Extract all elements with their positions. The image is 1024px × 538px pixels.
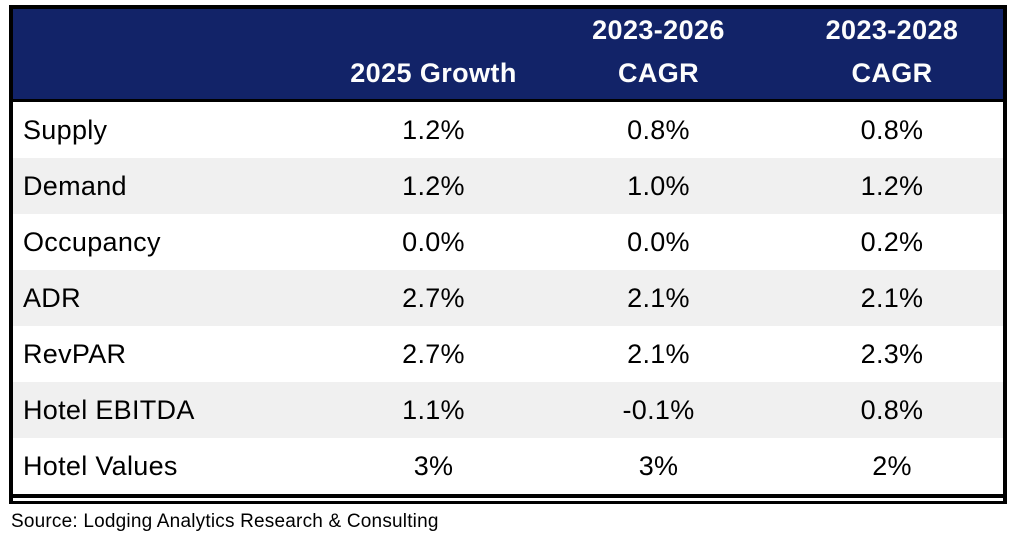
value-2023-2026-cagr: 0.0%: [627, 226, 690, 257]
row-label: Demand: [23, 170, 127, 201]
value-2023-2026-cagr: 2.1%: [627, 282, 690, 313]
header-2023-2026-line1: 2023-2026: [592, 15, 725, 45]
value-2025-growth: 3%: [413, 450, 454, 481]
value-2025-growth: 1.1%: [402, 394, 465, 425]
header-cell-2023-2026-cagr: 2023-2026 CAGR: [536, 9, 781, 101]
value-2023-2028-cagr: 0.2%: [860, 226, 924, 257]
header-cell-empty: [13, 9, 331, 101]
header-2023-2028-line2: CAGR: [851, 58, 933, 89]
table-row-revpar: RevPAR 2.7% 2.1% 2.3%: [13, 326, 1003, 382]
value-2023-2026-cagr: 0.8%: [627, 114, 690, 145]
table-row-demand: Demand 1.2% 1.0% 1.2%: [13, 158, 1003, 214]
table-header-row: 2025 Growth 2023-2026 CAGR 2023-2028 CAG…: [13, 9, 1003, 102]
value-2023-2028-cagr: 1.2%: [860, 170, 924, 201]
table-row-supply: Supply 1.2% 0.8% 0.8%: [13, 102, 1003, 158]
value-2023-2028-cagr: 0.8%: [860, 114, 924, 145]
value-2023-2028-cagr: 2.3%: [860, 338, 924, 369]
value-2023-2028-cagr: 2.1%: [860, 282, 924, 313]
value-2023-2026-cagr: -0.1%: [622, 394, 695, 425]
value-2023-2026-cagr: 3%: [638, 450, 679, 481]
row-label: RevPAR: [23, 338, 127, 369]
header-2023-2026-line2: CAGR: [617, 58, 700, 89]
table-row-occupancy: Occupancy 0.0% 0.0% 0.2%: [13, 214, 1003, 270]
value-2023-2026-cagr: 2.1%: [627, 338, 690, 369]
value-2025-growth: 1.2%: [402, 114, 465, 145]
header-cell-2025-growth: 2025 Growth: [331, 9, 536, 101]
table-bottom-double-rule: [13, 494, 1003, 504]
row-label: Hotel Values: [23, 450, 178, 481]
header-cell-2023-2028-cagr: 2023-2028 CAGR: [781, 9, 1003, 101]
value-2023-2028-cagr: 2%: [872, 450, 912, 481]
header-2023-2028-line1: 2023-2028: [825, 15, 959, 45]
value-2023-2026-cagr: 1.0%: [627, 170, 690, 201]
metrics-table: 2025 Growth 2023-2026 CAGR 2023-2028 CAG…: [9, 5, 1007, 504]
source-attribution: Source: Lodging Analytics Research & Con…: [11, 511, 439, 532]
row-label: Occupancy: [23, 226, 161, 257]
table-row-hotel-values: Hotel Values 3% 3% 2%: [13, 438, 1003, 494]
value-2025-growth: 0.0%: [402, 226, 465, 257]
value-2023-2028-cagr: 0.8%: [860, 394, 924, 425]
header-2025-growth-label: 2025 Growth: [350, 58, 517, 89]
row-label: Supply: [23, 114, 108, 145]
table-row-hotel-ebitda: Hotel EBITDA 1.1% -0.1% 0.8%: [13, 382, 1003, 438]
row-label: Hotel EBITDA: [23, 394, 195, 425]
row-label: ADR: [23, 282, 81, 313]
table-row-adr: ADR 2.7% 2.1% 2.1%: [13, 270, 1003, 326]
value-2025-growth: 2.7%: [402, 338, 465, 369]
value-2025-growth: 2.7%: [402, 282, 465, 313]
value-2025-growth: 1.2%: [402, 170, 465, 201]
